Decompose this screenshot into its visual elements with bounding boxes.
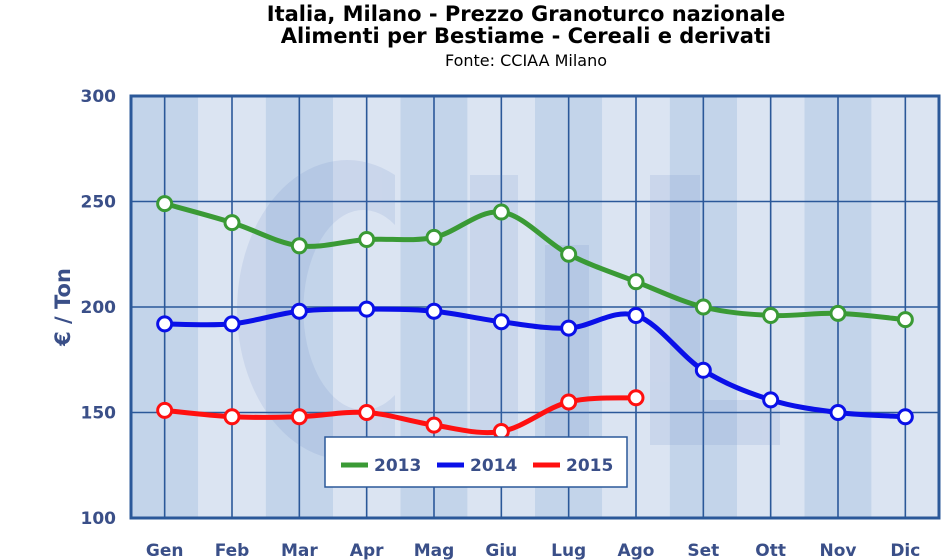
y-tick-label: 200 (81, 298, 117, 318)
data-point-2014 (560, 319, 578, 337)
data-point-2013 (762, 306, 780, 324)
data-point-2015 (156, 401, 174, 419)
series-points (156, 195, 914, 440)
data-point-2013 (492, 203, 510, 221)
watermark-letter-l (650, 175, 700, 445)
data-point-2014 (627, 306, 645, 324)
data-point-2013 (223, 214, 241, 232)
watermark-letter-l (650, 400, 780, 445)
legend-label-2013: 2013 (374, 456, 421, 476)
x-axis-ticks: Gen Feb Mar Apr Mag Giu Lug Ago Set Ott Nov Dic (146, 541, 920, 560)
data-point-2013 (290, 237, 308, 255)
data-point-2014 (762, 391, 780, 409)
data-point-2014 (425, 302, 443, 320)
x-tick-label: Mag (414, 541, 455, 560)
legend-box (324, 436, 628, 488)
data-point-2014 (896, 408, 914, 426)
plot-border (129, 94, 941, 520)
data-point-2013 (694, 298, 712, 316)
data-point-2015 (223, 408, 241, 426)
watermark-letter-i (470, 175, 518, 445)
data-point-2014 (358, 300, 376, 318)
legend: 2013 2014 2015 (324, 436, 628, 488)
watermark-letter-c (237, 159, 395, 460)
x-tick-label: Giu (485, 541, 517, 560)
data-point-2013 (156, 195, 174, 213)
data-point-2014 (694, 361, 712, 379)
data-point-2013 (829, 304, 847, 322)
x-tick-label: Gen (146, 541, 184, 560)
watermark (237, 159, 780, 460)
y-tick-label: 100 (81, 509, 117, 529)
x-tick-label: Feb (215, 541, 250, 560)
y-tick-label: 300 (81, 87, 117, 107)
legend-label-2014: 2014 (470, 456, 517, 476)
data-point-2014 (156, 315, 174, 333)
data-point-2013 (358, 230, 376, 248)
x-tick-label: Nov (820, 541, 857, 560)
x-tick-label: Set (687, 541, 719, 560)
data-point-2014 (290, 302, 308, 320)
chart-source: Fonte: CCIAA Milano (444, 51, 608, 70)
x-tick-label: Lug (551, 541, 586, 560)
y-tick-label: 150 (81, 404, 117, 424)
chart-title: Italia, Milano - Prezzo Granoturco nazio… (266, 2, 786, 26)
data-point-2013 (896, 311, 914, 329)
data-point-2015 (290, 408, 308, 426)
x-tick-label: Ott (755, 541, 786, 560)
data-point-2014 (223, 315, 241, 333)
x-tick-label: Dic (890, 541, 920, 560)
data-point-2013 (627, 273, 645, 291)
data-point-2015 (425, 416, 443, 434)
data-point-2015 (358, 404, 376, 421)
x-tick-label: Ago (617, 541, 654, 560)
x-tick-label: Mar (281, 541, 318, 560)
data-point-2013 (425, 228, 443, 246)
y-axis-ticks: 100 150 200 250 300 (81, 87, 117, 529)
x-tick-label: Apr (350, 541, 384, 560)
watermark-letter-i (545, 245, 589, 445)
chart-subtitle: Alimenti per Bestiame - Cereali e deriva… (280, 24, 772, 48)
data-point-2015 (560, 393, 578, 411)
data-point-2013 (560, 245, 578, 263)
legend-label-2015: 2015 (566, 456, 613, 476)
y-axis-label: € / Ton (51, 268, 75, 347)
y-tick-label: 250 (81, 193, 117, 213)
data-point-2014 (829, 404, 847, 421)
data-point-2014 (492, 313, 510, 331)
data-point-2015 (627, 389, 645, 407)
